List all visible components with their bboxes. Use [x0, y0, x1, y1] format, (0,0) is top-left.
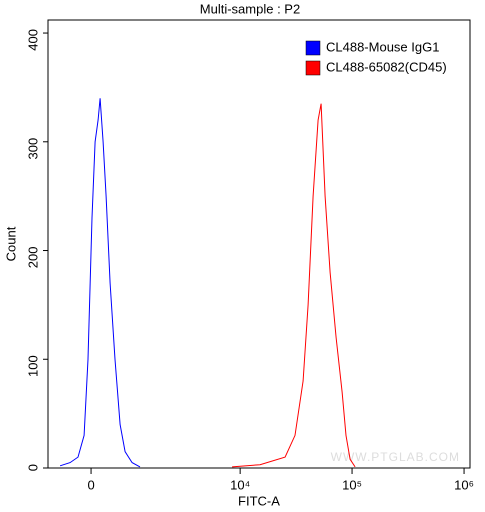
- legend-label: CL488-Mouse IgG1: [326, 39, 439, 54]
- watermark: WWW.PTGLAB.COM: [331, 450, 460, 464]
- chart-title: Multi-sample : P2: [200, 1, 300, 16]
- y-tick-label: 300: [25, 138, 40, 160]
- legend-label: CL488-65082(CD45): [326, 59, 447, 74]
- y-tick-label: 0: [25, 464, 40, 471]
- y-tick-label: 200: [25, 247, 40, 269]
- x-tick-label: 0: [87, 477, 94, 492]
- histogram-line: [59, 98, 141, 468]
- x-tick-label: 10⁵: [342, 477, 362, 492]
- histogram-line: [232, 103, 356, 468]
- x-tick-label: 10⁴: [230, 477, 250, 492]
- x-axis-label: FITC-A: [238, 493, 280, 508]
- legend-swatch: [305, 60, 321, 76]
- legend-swatch: [305, 40, 321, 56]
- y-tick-label: 100: [25, 355, 40, 377]
- plot-frame: [47, 19, 471, 469]
- y-axis-label: Count: [3, 226, 18, 261]
- x-tick-label: 10⁶: [454, 477, 474, 492]
- y-tick-label: 400: [25, 29, 40, 51]
